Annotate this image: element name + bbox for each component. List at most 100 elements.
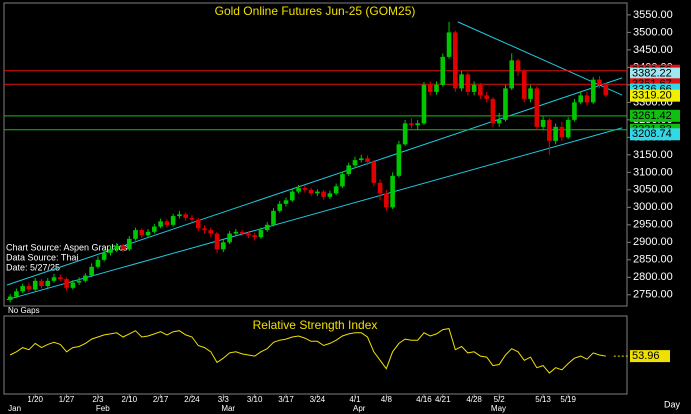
x-tick-label: 4/16 (416, 395, 432, 404)
candle-body (183, 214, 188, 218)
candle-body (133, 230, 138, 239)
candle-body (371, 161, 377, 183)
candle-body (459, 74, 464, 89)
candle-body (509, 60, 515, 89)
candle-body (177, 214, 182, 217)
candle-body (446, 32, 452, 57)
candle-body (490, 98, 496, 124)
candle-body (540, 119, 546, 127)
candle-body (409, 123, 414, 126)
y-tick-label: 3100.00 (633, 166, 673, 178)
x-tick-label: 1/27 (59, 395, 75, 404)
candle-body (45, 280, 51, 287)
candle-body (64, 279, 69, 288)
x-tick-label: 4/8 (381, 395, 393, 404)
candle-body (227, 233, 232, 243)
month-label: May (491, 404, 506, 413)
candle-body (26, 286, 32, 290)
rsi-line (9, 328, 606, 374)
y-tick-label: 2900.00 (633, 236, 673, 248)
candle-body (578, 95, 584, 103)
candle-body (496, 119, 502, 124)
x-axis-label: Day (664, 399, 681, 409)
candle-body (402, 123, 408, 145)
rsi-value-box (630, 350, 670, 363)
x-tick-label: 2/10 (121, 395, 137, 404)
x-tick-label: 2/24 (184, 395, 200, 404)
candle-body (515, 60, 521, 71)
candle-body (302, 188, 308, 190)
candle-body (358, 158, 364, 161)
x-tick-label: 3/17 (278, 395, 294, 404)
candle-body (83, 275, 88, 281)
candle-body (471, 84, 477, 92)
candle-body (95, 259, 101, 267)
candle-body (221, 242, 226, 250)
candle-body (252, 235, 257, 238)
y-tick-label: 3150.00 (633, 149, 673, 161)
candle-body (484, 95, 489, 99)
candle-body (51, 277, 57, 281)
candle-body (453, 32, 458, 89)
candle-body (39, 280, 44, 287)
candle-body (333, 186, 339, 194)
y-tick-label: 3450.00 (633, 44, 673, 56)
candle-body (170, 216, 176, 225)
y-tick-label: 3050.00 (633, 184, 673, 196)
candle-body (340, 174, 345, 187)
candle-body (478, 84, 483, 96)
candle-body (503, 88, 508, 120)
rsi-title: Relative Strength Index (253, 318, 378, 332)
candle-body (214, 233, 220, 250)
candle-body (597, 79, 602, 85)
candle-body (246, 233, 251, 236)
x-tick-label: 5/13 (535, 395, 551, 404)
candle-body (108, 249, 113, 253)
candle-body (427, 84, 433, 92)
candle-body (271, 210, 276, 225)
candle-body (14, 291, 19, 297)
level-box (630, 109, 680, 122)
candle-body (390, 175, 395, 208)
month-label: Jan (8, 404, 21, 413)
candle-body (289, 191, 295, 201)
level-box (630, 67, 680, 80)
candle-body (308, 189, 314, 194)
candle-body (415, 123, 420, 126)
candle-body (20, 286, 25, 292)
y-tick-label: 3550.00 (633, 9, 673, 21)
candle-body (101, 252, 107, 260)
candle-body (559, 126, 565, 138)
candle-body (346, 165, 352, 175)
candle-body (32, 280, 38, 290)
candle-body (189, 217, 195, 220)
month-label: Apr (353, 404, 366, 413)
y-tick-label: 2950.00 (633, 219, 673, 231)
candle-body (534, 88, 540, 127)
candle-body (158, 221, 163, 227)
candle-body (528, 88, 533, 99)
level-box (630, 89, 680, 102)
candle-body (283, 200, 289, 204)
x-tick-label: 3/10 (247, 395, 263, 404)
candle-body (384, 193, 389, 208)
candle-body (264, 224, 270, 231)
candle-body (365, 158, 370, 162)
x-tick-label: 1/20 (27, 395, 43, 404)
candle-body (126, 238, 132, 250)
x-tick-label: 5/19 (560, 395, 576, 404)
month-label: Mar (221, 404, 235, 413)
candle-body (296, 188, 301, 192)
candle-body (195, 219, 201, 229)
candle-body (152, 226, 157, 232)
candle-body (202, 228, 207, 231)
x-tick-label: 4/28 (466, 395, 482, 404)
candle-body (164, 221, 170, 225)
candle-body (233, 231, 239, 234)
candle-body (572, 102, 577, 120)
candle-body (57, 277, 63, 280)
candle-body (547, 119, 552, 141)
candle-body (565, 119, 571, 138)
level-box (630, 128, 680, 141)
